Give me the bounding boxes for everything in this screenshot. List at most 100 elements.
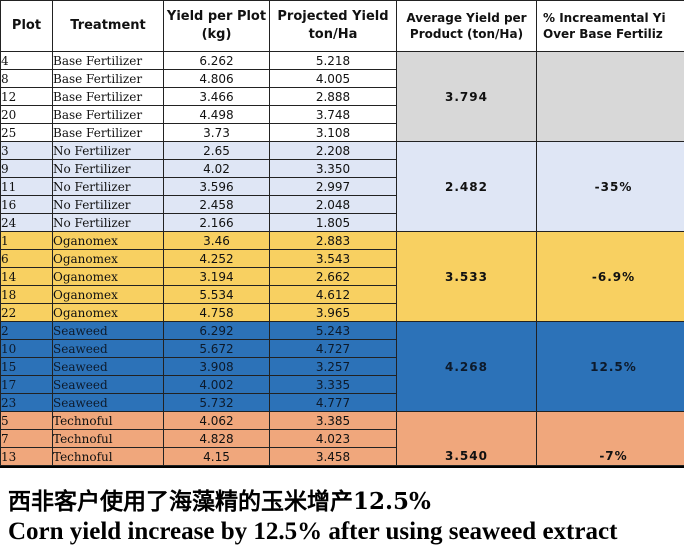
yield-per-plot-cell: 4.15 [164, 448, 270, 466]
yield-per-plot-cell: 2.458 [164, 196, 270, 214]
projected-yield-cell: 4.612 [270, 286, 397, 304]
projected-yield-cell: 2.662 [270, 268, 397, 286]
header-incremental-yield: % Increamental Yi Over Base Fertiliz [537, 1, 684, 52]
projected-yield-cell: 5.218 [270, 52, 397, 70]
average-yield-cell: 3.533 [397, 232, 537, 322]
caption-english: Corn yield increase by 12.5% after using… [8, 518, 617, 546]
yield-per-plot-cell: 4.498 [164, 106, 270, 124]
yield-per-plot-cell: 5.732 [164, 394, 270, 412]
yield-per-plot-cell: 4.252 [164, 250, 270, 268]
yield-table-container: Plot Treatment Yield per Plot (kg) Proje… [0, 0, 684, 466]
projected-yield-cell: 3.335 [270, 376, 397, 394]
treatment-cell: Oganomex [53, 304, 164, 322]
yield-per-plot-cell: 3.73 [164, 124, 270, 142]
projected-yield-cell: 5.243 [270, 322, 397, 340]
treatment-cell: Base Fertilizer [53, 52, 164, 70]
plot-cell: 10 [1, 340, 53, 358]
yield-per-plot-cell: 4.828 [164, 430, 270, 448]
yield-per-plot-cell: 3.596 [164, 178, 270, 196]
projected-yield-cell: 3.748 [270, 106, 397, 124]
treatment-cell: Technoful [53, 412, 164, 430]
yield-per-plot-cell: 4.002 [164, 376, 270, 394]
treatment-cell: No Fertilizer [53, 142, 164, 160]
plot-cell: 14 [1, 268, 53, 286]
projected-yield-cell: 3.257 [270, 358, 397, 376]
treatment-cell: Technoful [53, 448, 164, 466]
projected-yield-cell: 1.805 [270, 214, 397, 232]
plot-cell: 15 [1, 358, 53, 376]
yield-per-plot-cell: 2.65 [164, 142, 270, 160]
treatment-cell: Technoful [53, 430, 164, 448]
treatment-cell: Oganomex [53, 250, 164, 268]
plot-cell: 12 [1, 88, 53, 106]
yield-per-plot-cell: 3.908 [164, 358, 270, 376]
plot-cell: 6 [1, 250, 53, 268]
treatment-cell: Seaweed [53, 358, 164, 376]
yield-per-plot-cell: 3.466 [164, 88, 270, 106]
yield-per-plot-cell: 4.758 [164, 304, 270, 322]
projected-yield-cell: 3.108 [270, 124, 397, 142]
plot-cell: 4 [1, 52, 53, 70]
header-treatment: Treatment [53, 1, 164, 52]
header-average-yield: Average Yield per Product (ton/Ha) [397, 1, 537, 52]
projected-yield-cell: 2.997 [270, 178, 397, 196]
plot-cell: 24 [1, 214, 53, 232]
plot-cell: 7 [1, 430, 53, 448]
plot-cell: 2 [1, 322, 53, 340]
plot-cell: 22 [1, 304, 53, 322]
plot-cell: 5 [1, 412, 53, 430]
plot-cell: 17 [1, 376, 53, 394]
treatment-cell: No Fertilizer [53, 214, 164, 232]
treatment-cell: Seaweed [53, 340, 164, 358]
incremental-yield-cell: 12.5% [537, 322, 684, 412]
yield-per-plot-cell: 3.194 [164, 268, 270, 286]
treatment-cell: No Fertilizer [53, 196, 164, 214]
plot-cell: 23 [1, 394, 53, 412]
plot-cell: 16 [1, 196, 53, 214]
incremental-yield-cell: -6.9% [537, 232, 684, 322]
yield-table: Plot Treatment Yield per Plot (kg) Proje… [0, 0, 684, 466]
plot-cell: 18 [1, 286, 53, 304]
average-yield-cell: 4.268 [397, 322, 537, 412]
projected-yield-cell: 3.350 [270, 160, 397, 178]
projected-yield-cell: 2.888 [270, 88, 397, 106]
caption: 西非客户使用了海藻精的玉米增产12.5% Corn yield increase… [0, 466, 684, 557]
caption-chinese: 西非客户使用了海藻精的玉米增产12.5% [8, 482, 431, 516]
plot-cell: 13 [1, 448, 53, 466]
yield-per-plot-cell: 5.672 [164, 340, 270, 358]
yield-per-plot-cell: 4.02 [164, 160, 270, 178]
projected-yield-cell: 3.543 [270, 250, 397, 268]
projected-yield-cell: 4.023 [270, 430, 397, 448]
treatment-cell: Oganomex [53, 268, 164, 286]
plot-cell: 11 [1, 178, 53, 196]
treatment-cell: No Fertilizer [53, 160, 164, 178]
projected-yield-cell: 3.385 [270, 412, 397, 430]
plot-cell: 8 [1, 70, 53, 88]
average-yield-cell: 3.794 [397, 52, 537, 142]
projected-yield-cell: 3.965 [270, 304, 397, 322]
yield-per-plot-cell: 3.46 [164, 232, 270, 250]
projected-yield-cell: 4.777 [270, 394, 397, 412]
plot-cell: 9 [1, 160, 53, 178]
incremental-yield-cell: -35% [537, 142, 684, 232]
plot-cell: 1 [1, 232, 53, 250]
treatment-cell: Oganomex [53, 286, 164, 304]
yield-per-plot-cell: 4.806 [164, 70, 270, 88]
plot-cell: 3 [1, 142, 53, 160]
treatment-cell: Base Fertilizer [53, 106, 164, 124]
yield-per-plot-cell: 6.262 [164, 52, 270, 70]
projected-yield-cell: 3.458 [270, 448, 397, 466]
treatment-cell: Base Fertilizer [53, 124, 164, 142]
yield-per-plot-cell: 4.062 [164, 412, 270, 430]
treatment-cell: Seaweed [53, 394, 164, 412]
treatment-cell: Base Fertilizer [53, 70, 164, 88]
treatment-cell: Base Fertilizer [53, 88, 164, 106]
incremental-yield-cell [537, 52, 684, 142]
header-projected-yield: Projected Yield ton/Ha [270, 1, 397, 52]
